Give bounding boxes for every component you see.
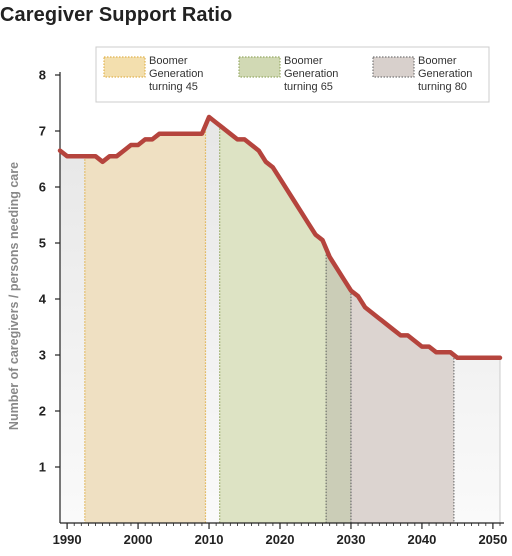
band-1 [84,117,206,523]
x-tick-label: 2030 [337,532,366,547]
series-line [57,114,503,361]
band-3 [326,117,351,523]
y-tick-label: 2 [39,404,46,419]
legend-label-2: Boomer [284,55,323,67]
legend-swatch-2 [238,56,281,78]
legend-label-2: turning 65 [284,81,333,93]
x-tick-label: 2040 [407,532,436,547]
legend-label-1: turning 45 [149,81,198,93]
legend-swatch-1 [103,56,146,78]
x-tick-label: 2000 [124,532,153,547]
legend-swatch-3 [372,56,415,78]
x-tick-label: 2020 [266,532,295,547]
y-axis-label: Number of caregivers / persons needing c… [7,162,21,430]
y-tick-label: 5 [39,236,46,251]
bands-group [84,117,454,523]
y-tick-label: 4 [39,292,47,307]
x-tick-label: 2010 [195,532,224,547]
x-tick-label: 2050 [478,532,507,547]
band-2 [219,117,327,523]
axes: 1 2 3 4 5 6 7 8 1990 2000 2010 2020 2030 2040 2050 [39,68,508,548]
y-tick-label: 6 [39,180,46,195]
band-4 [350,117,454,523]
x-tick-label: 1990 [53,532,82,547]
band-borders [84,125,501,523]
y-tick-label: 7 [39,124,46,139]
legend-label-1: Generation [149,68,203,80]
legend-box [95,46,490,103]
legend-label-3: Boomer [418,55,457,67]
y-tick-label: 8 [39,68,46,83]
legend-label-1: Boomer [149,55,188,67]
legend-label-3: Generation [418,68,472,80]
legend-label-3: turning 80 [418,81,467,93]
line-group [57,114,503,361]
y-tick-label: 1 [39,460,46,475]
chart-title: Caregiver Support Ratio [0,4,233,26]
legend-label-2: Generation [284,68,338,80]
y-tick-label: 3 [39,348,46,363]
